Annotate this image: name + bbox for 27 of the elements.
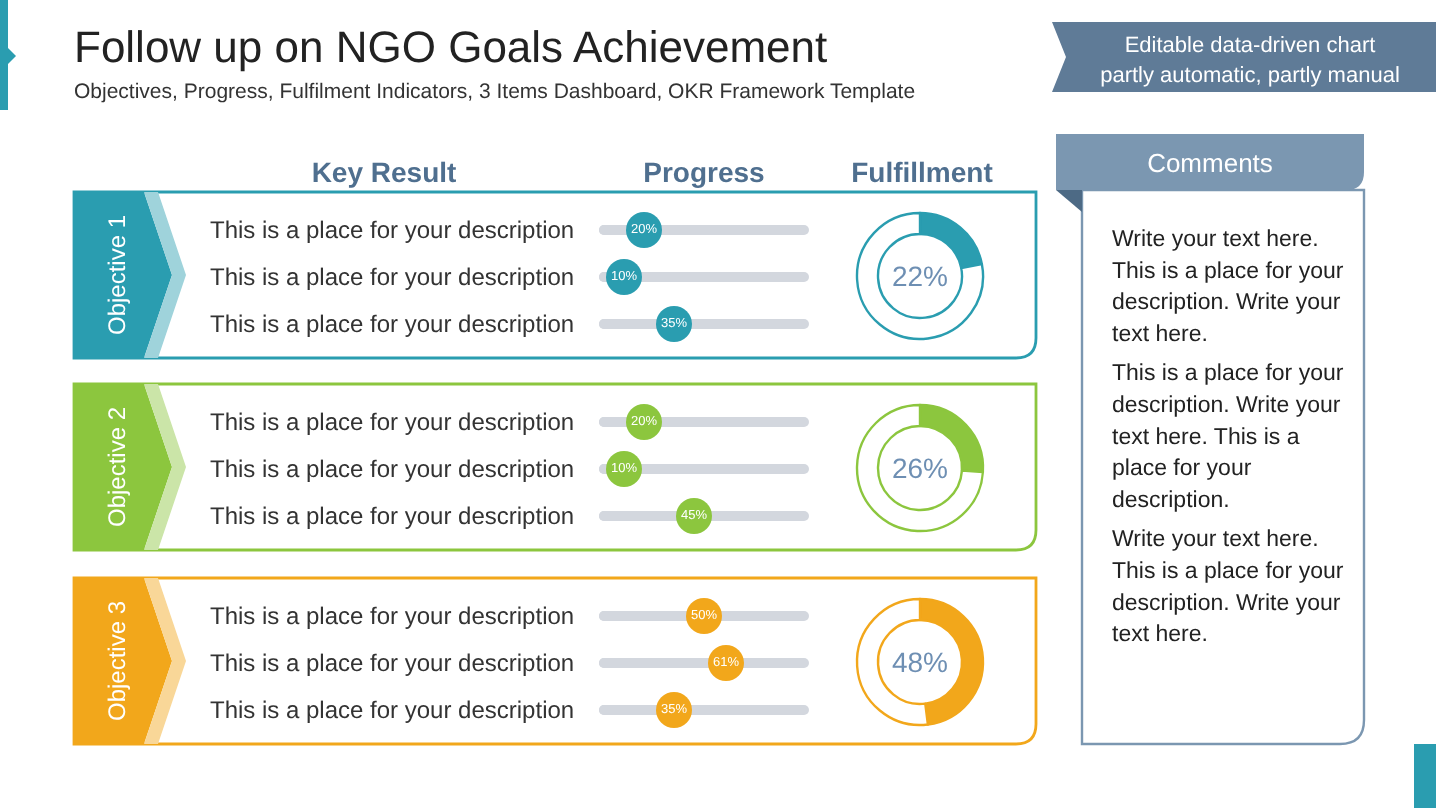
y-tick-label: This is a place for your description (210, 455, 575, 483)
y-tick-label: This is a place for your description (210, 310, 575, 338)
y-tick-label: This is a place for your description (210, 649, 575, 677)
text: This is a place for your description. Write your text here. This is a place for your description. (1112, 362, 1344, 513)
y-tick-label: This is a place for your description (210, 263, 575, 291)
y-axis-title: Objective 2 (103, 406, 131, 528)
y-tick-label: This is a place for your description (210, 408, 575, 436)
text: Objectives, Progress, Fulfilment Indicators, 3 Items Dashboard, OKR Framework Template (74, 80, 916, 104)
text: Write your text here. This is a place for your description. Write your text here. (1112, 528, 1344, 648)
text: Write your text here. This is a place for your description. Write your text here. (1112, 228, 1344, 347)
y-tick-label: This is a place for your description (210, 216, 575, 244)
text: Comments (1147, 148, 1274, 178)
text: 48% (891, 646, 949, 678)
donut-slice (855, 403, 985, 533)
y-axis-title: Objective 1 (103, 214, 131, 336)
y-tick-label: This is a place for your description (210, 502, 575, 530)
text: Key Result (311, 156, 458, 188)
text: Editable data-driven chart partly automatic, partly manual (1100, 34, 1400, 88)
y-axis-title: Objective 3 (103, 600, 131, 722)
text: 26% (891, 452, 949, 484)
text: Progress (643, 156, 766, 188)
text: 22% (891, 260, 949, 292)
text: Follow up on NGO Goals Achievement (74, 22, 828, 72)
y-tick-label: This is a place for your description (210, 696, 575, 724)
y-tick-label: This is a place for your description (210, 602, 575, 630)
donut-slice (855, 211, 985, 341)
text: Fulfillment (851, 156, 994, 188)
